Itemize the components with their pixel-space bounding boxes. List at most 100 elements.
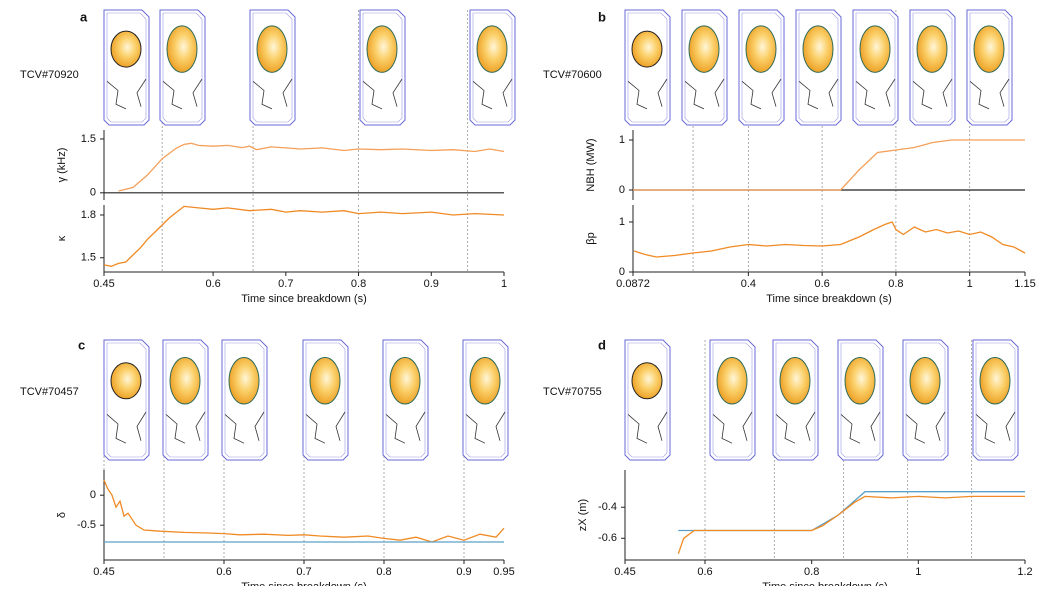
plasma xyxy=(167,26,197,73)
x-tick-label: 0.45 xyxy=(614,566,635,578)
plasma-thumbnail xyxy=(104,340,149,460)
y-tick-label: 0 xyxy=(619,184,625,196)
y-tick-label: -0.6 xyxy=(598,532,617,544)
figure: a TCV#70920 0 1.5 γ (kHz) 1.5 1.8 0.45 0.6 0.7 0.8… xyxy=(0,0,1045,586)
plasma-thumbnail xyxy=(383,340,428,460)
x-tick-label: 0.6 xyxy=(697,566,712,578)
y-tick-label: 0 xyxy=(90,489,96,501)
x-tick-label: 0.45 xyxy=(93,566,114,578)
shot-label: TCV#70920 xyxy=(20,69,79,81)
plasma xyxy=(845,358,875,405)
panel-label: d xyxy=(598,337,606,352)
x-tick-label: 0.9 xyxy=(424,278,439,290)
x-tick-label: 1.15 xyxy=(1014,278,1035,290)
x-tick-label: 0.45 xyxy=(93,278,114,290)
panel-label: a xyxy=(80,9,88,24)
x-tick-label: 0.7 xyxy=(296,566,311,578)
y-tick-label: 1.8 xyxy=(81,209,96,221)
x-tick-label: 0.8 xyxy=(351,278,366,290)
plasma-thumbnail xyxy=(682,10,727,125)
y-tick-label: 0 xyxy=(90,187,96,199)
plasma xyxy=(477,26,507,73)
x-tick-label: 0.7 xyxy=(278,278,293,290)
plasma xyxy=(310,358,340,405)
plasma xyxy=(780,358,810,405)
plasma xyxy=(632,363,662,399)
series-line xyxy=(678,492,1025,531)
y-axis-title: δ xyxy=(56,512,68,518)
plasma xyxy=(170,358,200,405)
plasma xyxy=(257,26,287,73)
plasma xyxy=(974,26,1004,73)
plasma xyxy=(980,358,1010,405)
plasma xyxy=(390,358,420,405)
plasma-thumbnail xyxy=(160,10,205,125)
y-tick-label: 1 xyxy=(619,134,625,146)
plasma-thumbnail xyxy=(903,340,948,460)
y-axis-title: βp xyxy=(585,232,597,244)
x-tick-label: 1 xyxy=(967,278,973,290)
x-axis-title: Time since breakdown (s) xyxy=(241,581,367,586)
x-axis-title: Time since breakdown (s) xyxy=(762,581,888,586)
series-line xyxy=(678,496,1025,553)
plasma xyxy=(632,31,662,67)
plasma-thumbnail xyxy=(360,10,405,125)
x-tick-label: 0.9 xyxy=(456,566,471,578)
plasma-thumbnail xyxy=(967,10,1012,125)
plasma-thumbnail xyxy=(250,10,295,125)
plasma xyxy=(111,363,141,399)
plasma-thumbnail xyxy=(710,340,755,460)
plasma-thumbnail xyxy=(463,340,508,460)
y-tick-label: 1 xyxy=(619,216,625,228)
plasma-thumbnail xyxy=(853,10,898,125)
plasma-thumbnail xyxy=(104,10,149,125)
x-tick-label: 0.6 xyxy=(814,278,829,290)
plasma-thumbnail xyxy=(222,340,267,460)
plasma xyxy=(111,31,141,67)
shot-label: TCV#70457 xyxy=(20,386,79,398)
plasma xyxy=(917,26,947,73)
y-axis-title: NBH (MW) xyxy=(585,138,597,191)
x-axis-title: Time since breakdown (s) xyxy=(241,293,367,305)
plasma xyxy=(229,358,259,405)
plasma xyxy=(803,26,833,73)
plasma-thumbnail xyxy=(773,340,818,460)
y-tick-label: -0.5 xyxy=(77,519,96,531)
x-tick-label: 1 xyxy=(501,278,507,290)
shot-label: TCV#70755 xyxy=(543,386,602,398)
y-axis-title: zX (m) xyxy=(577,499,589,531)
x-tick-label: 1.2 xyxy=(1017,566,1032,578)
vessel-outline xyxy=(104,340,149,460)
x-tick-label: 0.6 xyxy=(205,278,220,290)
plasma xyxy=(367,26,397,73)
plasma-thumbnail xyxy=(303,340,348,460)
plasma xyxy=(746,26,776,73)
plasma-thumbnail xyxy=(625,340,670,460)
y-axis-title: κ xyxy=(56,235,68,241)
plasma-thumbnail xyxy=(910,10,955,125)
plasma-thumbnail xyxy=(470,10,515,125)
x-tick-label: 0.95 xyxy=(493,566,514,578)
plasma xyxy=(470,358,500,405)
plasma-thumbnail xyxy=(973,340,1018,460)
y-axis-title: γ (kHz) xyxy=(56,148,68,183)
y-tick-label: 0 xyxy=(619,266,625,278)
series-line xyxy=(634,222,1025,257)
x-tick-label: 0.4 xyxy=(741,278,756,290)
plasma xyxy=(717,358,747,405)
plasma xyxy=(910,358,940,405)
y-tick-label: 1.5 xyxy=(81,133,96,145)
plasma-thumbnail xyxy=(838,340,883,460)
x-tick-label: 0.8 xyxy=(376,566,391,578)
y-tick-label: 1.5 xyxy=(81,252,96,264)
series-line xyxy=(104,206,504,266)
plasma-thumbnail xyxy=(625,10,670,125)
panel-label: b xyxy=(598,9,606,24)
x-tick-label: 0.8 xyxy=(888,278,903,290)
series-line xyxy=(633,140,1025,190)
page: {"chart_data": [ {"type": "line", "panel… xyxy=(0,0,1045,586)
plasma xyxy=(689,26,719,73)
panel-label: c xyxy=(78,337,85,352)
y-tick-label: -0.4 xyxy=(598,501,617,513)
shot-label: TCV#70600 xyxy=(543,69,602,81)
